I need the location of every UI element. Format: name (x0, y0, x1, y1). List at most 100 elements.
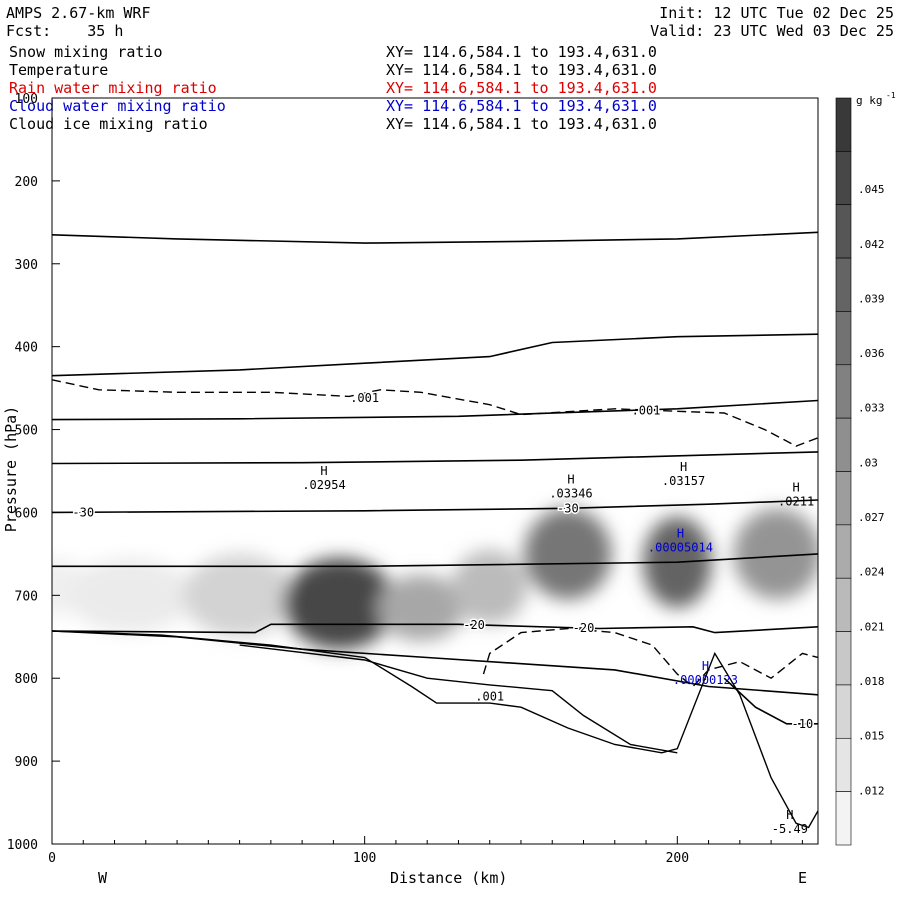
field-xy-cloud-ice: XY= 114.6,584.1 to 193.4,631.0 (386, 115, 657, 133)
east-label: E (798, 869, 808, 887)
y-tick-label: 900 (15, 755, 38, 770)
extremum-mark: H (786, 808, 793, 822)
field-xy-snow: XY= 114.6,584.1 to 193.4,631.0 (386, 43, 657, 61)
y-tick-label: 100 (15, 92, 38, 107)
colorbar-bin (835, 364, 852, 419)
y-tick-label: 800 (15, 672, 38, 687)
isotherm-5 (52, 553, 818, 568)
y-tick-label: 1000 (7, 838, 38, 853)
field-xy-temperature: XY= 114.6,584.1 to 193.4,631.0 (386, 61, 657, 79)
colorbar-bin (835, 471, 852, 526)
field-label-cloud-water: Cloud water mixing ratio (9, 97, 226, 115)
colorbar-bin (835, 417, 852, 472)
fcst-value: 35 h (87, 22, 124, 40)
colorbar-tick-label: .045 (858, 183, 885, 196)
colorbar-tick-label: .036 (858, 347, 885, 360)
colorbar: .045 .042 .039 .036 .033 .03 .027 .024 .021 .018.… (835, 91, 896, 846)
colorbar-bin (835, 684, 852, 739)
y-tick-label: 400 (15, 341, 38, 356)
colorbar-tick-label: .024 (858, 566, 885, 579)
extremum-mark: H (320, 464, 327, 478)
snow-blob-2 (183, 553, 296, 637)
extremum-mark: H (567, 472, 574, 486)
field-xy-rain: XY= 114.6,584.1 to 193.4,631.0 (386, 79, 657, 97)
extremum-value: .00000123 (673, 673, 738, 687)
y-axis-label: Pressure (hPa) (2, 405, 21, 533)
extremum-label: H-5.49 (772, 808, 808, 836)
colorbar-tick-label: .015 (858, 730, 885, 743)
isotherm-1 (52, 333, 818, 377)
model-title: AMPS 2.67-km WRF (6, 4, 151, 22)
colorbar-bin (835, 791, 852, 846)
x-tick-label: 200 (666, 851, 689, 866)
valid-time: Valid: 23 UTC Wed 03 Dec 25 (650, 22, 894, 40)
colorbar-bin (835, 631, 852, 686)
isotherm-label: -20 (463, 618, 485, 632)
colorbar-tick-label: .042 (858, 238, 885, 251)
colorbar-bin (835, 151, 852, 206)
colorbar-bin (835, 257, 852, 312)
colorbar-bin (835, 97, 852, 152)
snow-blob-4 (377, 574, 465, 641)
extremum-label: H.03346 (549, 472, 592, 500)
snow-blob-8 (733, 508, 818, 600)
isotherm-4 (52, 499, 818, 514)
cloud-ice-contour-1 (482, 627, 818, 688)
isotherm-label: -20 (573, 621, 595, 635)
colorbar-bin (835, 577, 852, 632)
snow-blob-5 (452, 549, 528, 625)
field-label-temperature: Temperature (9, 61, 109, 79)
isotherm-3 (52, 451, 818, 465)
colorbar-tick-label: .012 (858, 784, 885, 797)
extremum-value: .0211 (778, 495, 814, 509)
extremum-mark: H (680, 460, 687, 474)
colorbar-tick-label: .021 (858, 620, 885, 633)
colorbar-bin (835, 524, 852, 579)
terrain-line-1 (239, 644, 678, 754)
extremum-label: H.00000123 (673, 659, 738, 687)
field-label-snow: Snow mixing ratio (9, 43, 163, 61)
cloud-ice-label: .001 (475, 689, 504, 703)
field-label-rain: Rain water mixing ratio (9, 79, 217, 97)
snow-blob-3 (283, 558, 396, 650)
x-axis-label: Distance (km) (390, 869, 508, 887)
colorbar-tick-label: .03 (858, 456, 878, 469)
axes: 100 200 300 400 500 600 700 800 900 1000 0 100 200 (7, 92, 803, 866)
isotherm-2 (52, 399, 818, 421)
fcst-label: Fcst: (6, 22, 52, 40)
field-label-cloud-ice: Cloud ice mixing ratio (9, 115, 208, 133)
extremum-label: H.0211 (778, 481, 814, 509)
colorbar-bin (835, 311, 852, 366)
extremum-value: -5.49 (772, 822, 808, 836)
snow-shading (52, 508, 818, 650)
extremum-label: H.03157 (662, 460, 705, 488)
extremum-value: .02954 (302, 478, 345, 492)
colorbar-unit: g kg (856, 94, 883, 107)
isotherm-label: -30 (72, 505, 94, 519)
isotherm-label: -30 (557, 501, 579, 515)
extremum-label: H.02954 (302, 464, 345, 492)
isotherm-8 (723, 677, 818, 725)
extremum-mark: H (792, 481, 799, 495)
colorbar-tick-label: .027 (858, 511, 885, 524)
isotherm-label: -10 (792, 717, 814, 731)
extremum-value: .03157 (662, 474, 705, 488)
terrain-line-0 (52, 630, 818, 829)
extremum-value: .03346 (549, 486, 592, 500)
extremum-mark: H (702, 659, 709, 673)
colorbar-bin (835, 737, 852, 792)
colorbar-tick-label: .033 (858, 402, 885, 415)
extremum-label: H.00005014 (648, 526, 713, 554)
cloud-ice-contour-0 (52, 379, 818, 447)
plot-frame (51, 97, 819, 845)
y-tick-label: 200 (15, 175, 38, 190)
colorbar-tick-label: .039 (858, 292, 885, 305)
y-tick-label: 700 (15, 589, 38, 604)
y-tick-label: 300 (15, 258, 38, 273)
cloud-ice-label: .001 (632, 403, 661, 417)
field-xy-cloud-water: XY= 114.6,584.1 to 193.4,631.0 (386, 97, 657, 115)
isotherm-0 (52, 231, 818, 244)
y-tick-label: 600 (15, 506, 38, 521)
